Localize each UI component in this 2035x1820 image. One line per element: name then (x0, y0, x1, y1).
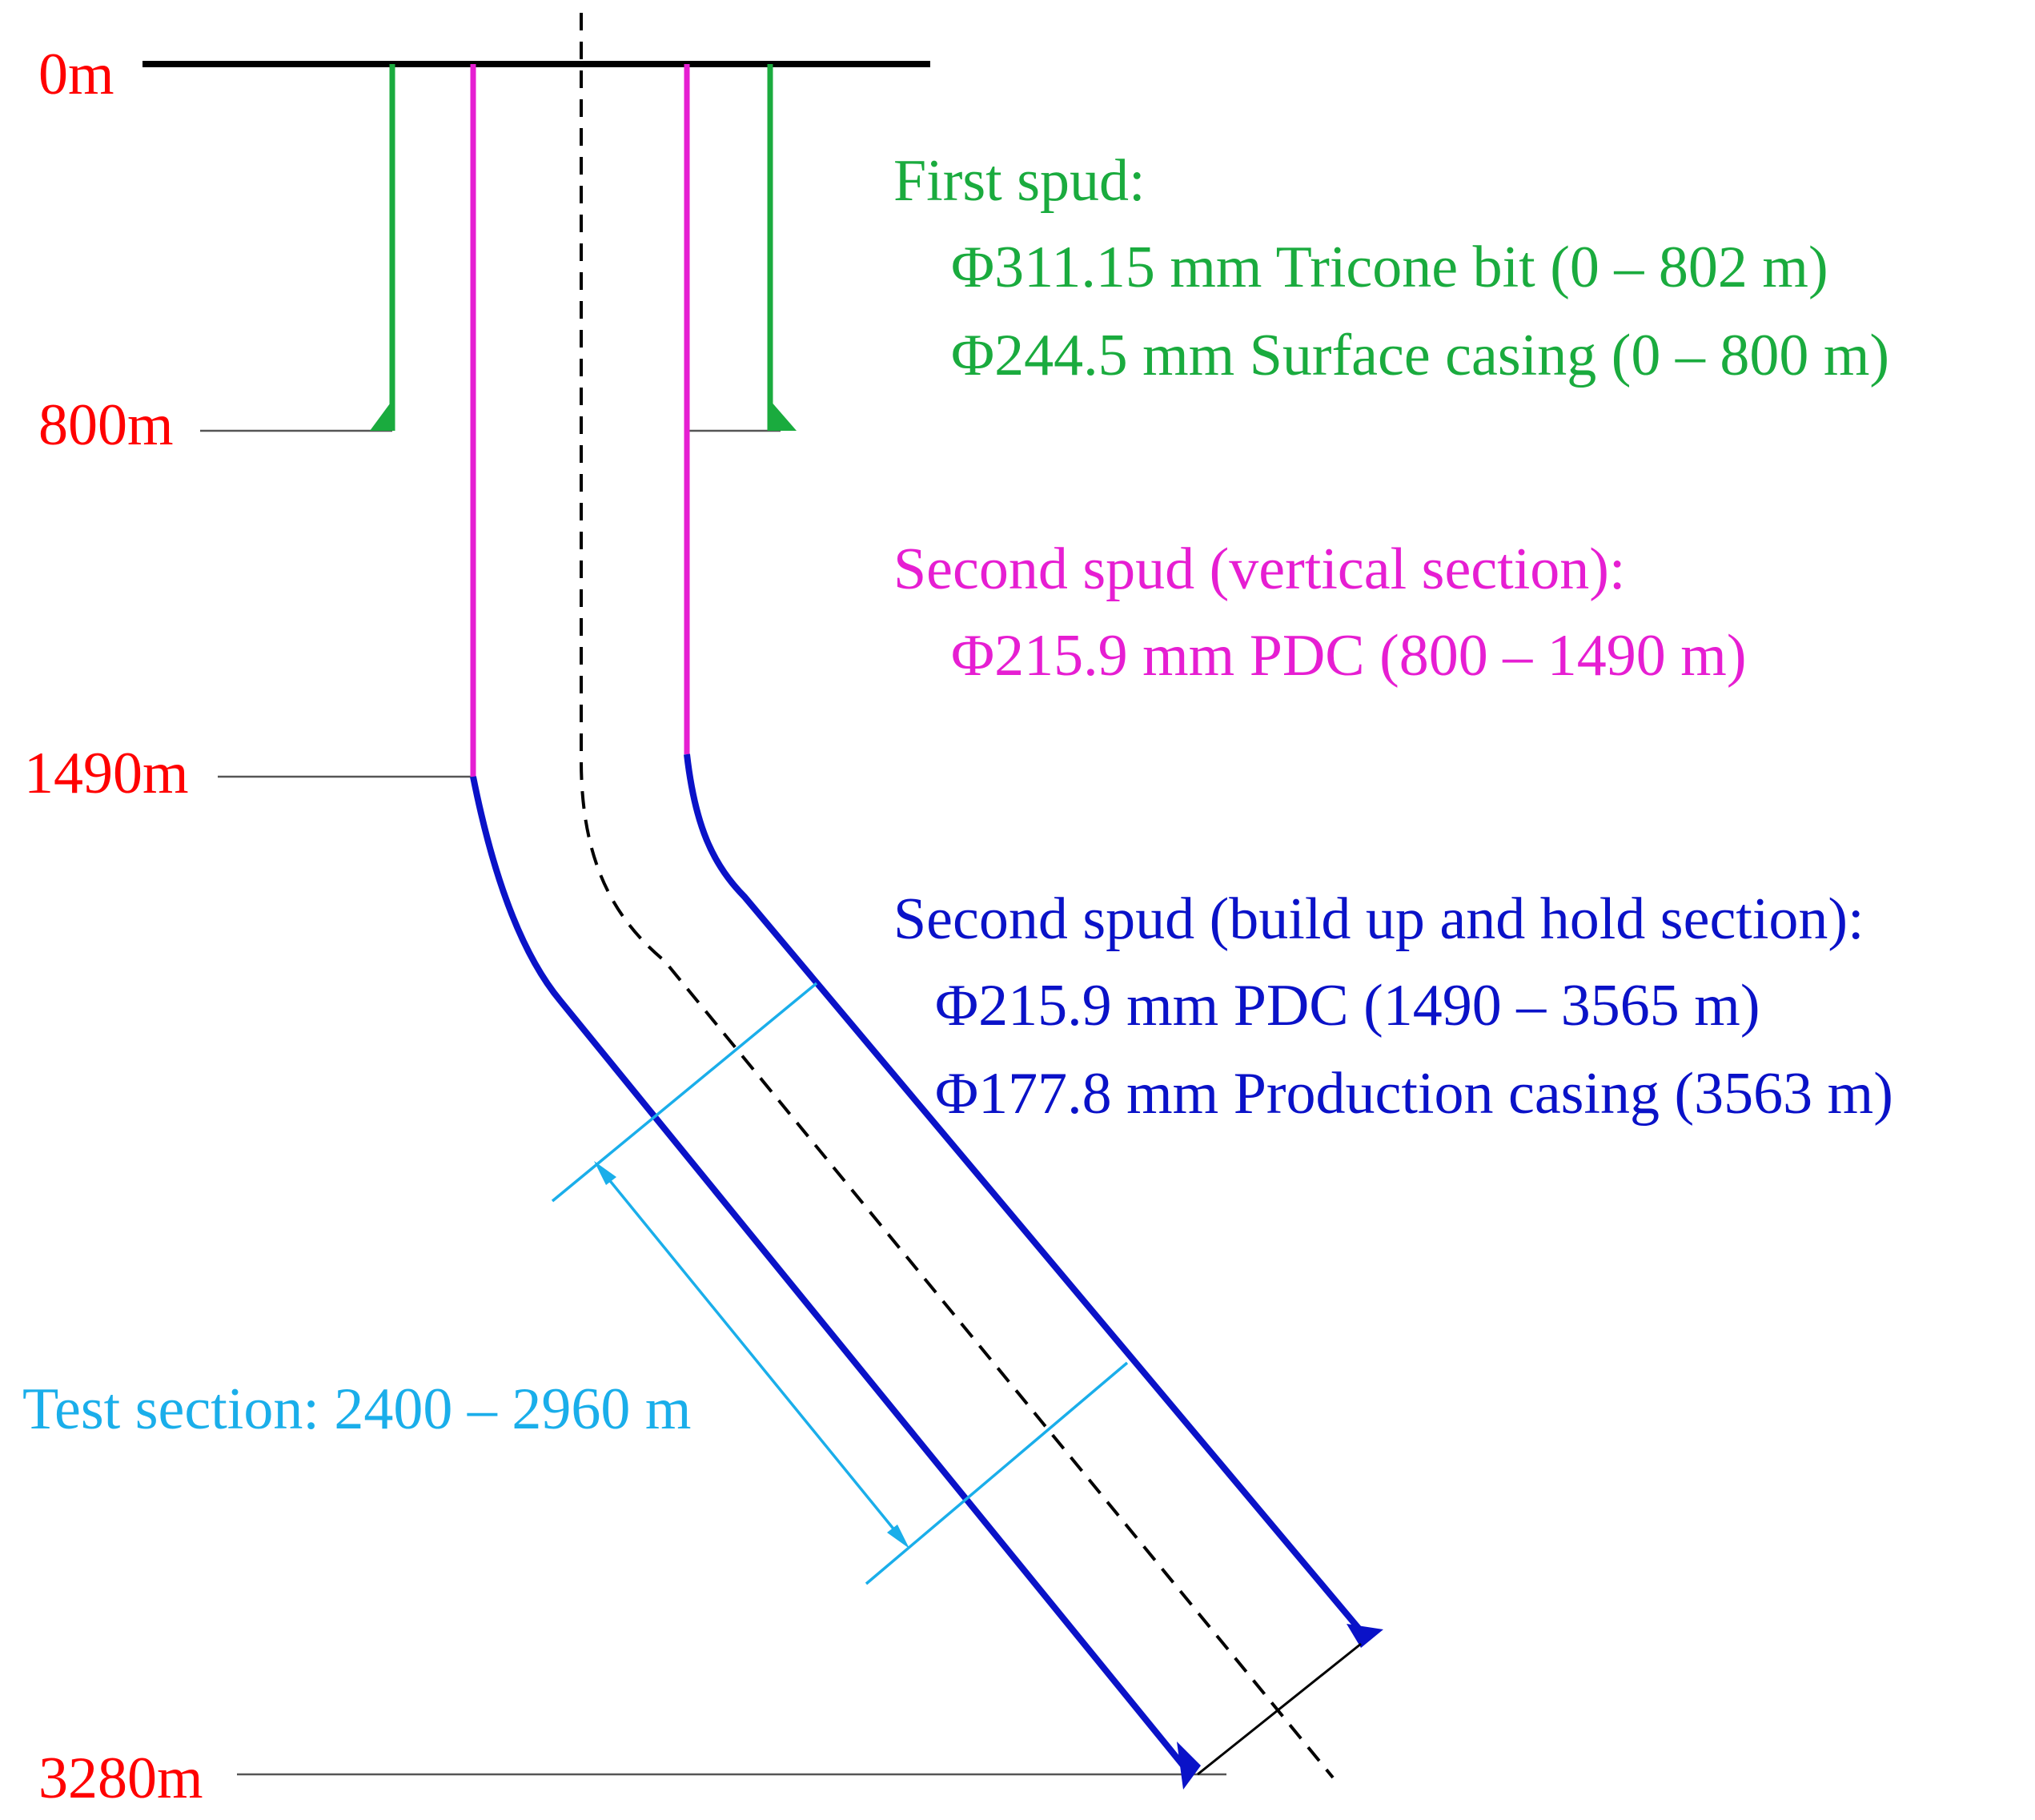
build-hold-section (470, 753, 1364, 1768)
first-spud-annotation: First spud: Φ311.15 mm Tricone bit (0 – … (893, 148, 1889, 388)
surface-casing-left-shoe (370, 400, 392, 431)
test-section-label: Test section: 2400 – 2960 m (22, 1376, 691, 1442)
depth-label-3280m: 3280m (38, 1746, 203, 1811)
first-spud-line-2: Φ244.5 mm Surface casing (0 – 800 m) (951, 323, 1889, 388)
test-section-arrow-head-top (594, 1161, 616, 1185)
second-spud-vertical-line-1: Φ215.9 mm PDC (800 – 1490 m) (951, 623, 1747, 689)
second-spud-build-line-1: Φ215.9 mm PDC (1490 – 3565 m) (935, 973, 1760, 1039)
test-section-bottom-line (865, 1361, 1129, 1585)
second-spud-vertical-annotation: Second spud (vertical section): Φ215.9 m… (893, 536, 1747, 689)
second-spud-build-annotation: Second spud (build up and hold section):… (893, 886, 1893, 1127)
production-casing-left-shoe (1177, 1742, 1201, 1790)
test-section-arrow-head-bottom (887, 1525, 909, 1549)
depth-label-0m: 0m (38, 42, 114, 107)
test-section-top-line (551, 982, 818, 1203)
depth-reference-lines (200, 429, 1226, 1776)
depth-label-800m: 800m (38, 392, 174, 458)
well-bottom-end-line (1197, 1642, 1362, 1776)
second-spud-build-heading: Second spud (build up and hold section): (893, 886, 1864, 952)
depth-label-1490m: 1490m (24, 741, 189, 806)
vertical-section (470, 64, 690, 777)
build-section-left-wall (470, 776, 1186, 1768)
test-section-arrow-shaft (599, 1167, 905, 1542)
second-spud-build-line-2: Φ177.8 mm Production casing (3563 m) (935, 1061, 1893, 1127)
surface-casing-right-shoe (770, 400, 797, 431)
build-section-right-wall (684, 753, 1364, 1633)
well-centerline (580, 13, 1335, 1779)
first-spud-heading: First spud: (893, 148, 1146, 214)
production-casing-right-shoe (1347, 1624, 1383, 1648)
first-spud-line-1: Φ311.15 mm Tricone bit (0 – 802 m) (951, 235, 1828, 300)
second-spud-vertical-heading: Second spud (vertical section): (893, 536, 1625, 602)
surface-casing (370, 64, 797, 431)
